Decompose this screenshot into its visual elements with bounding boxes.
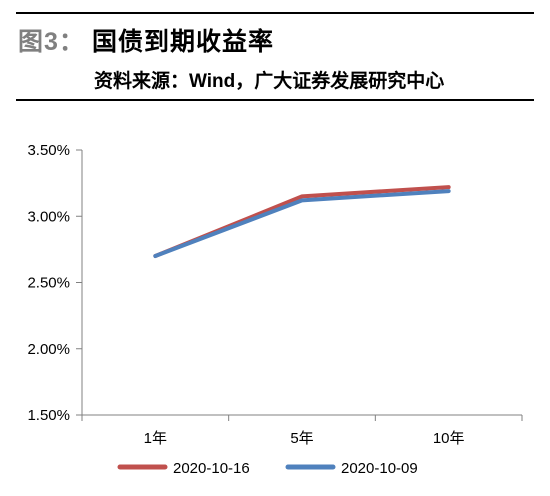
figure-title: 国债到期收益率 [92, 28, 275, 56]
y-tick-label: 1.50% [27, 407, 70, 424]
chart-legend: 2020-10-16 2020-10-09 [117, 460, 418, 477]
header-top-rule [16, 12, 534, 14]
series-line-2020-10-09 [153, 189, 451, 258]
y-tick-label: 3.00% [27, 208, 70, 225]
x-axis-ticks: 1年 5年 10年 [81, 415, 523, 447]
y-tick-label: 2.00% [27, 341, 70, 358]
legend-label: 2020-10-16 [173, 460, 250, 477]
x-tick-label: 5年 [290, 430, 313, 447]
figure-label: 图3： [18, 28, 85, 56]
y-axis-ticks: 1.50% 2.00% 2.50% 3.00% 3.50% [27, 142, 82, 424]
chart-series [153, 185, 451, 258]
series-line-2020-10-16 [153, 185, 451, 258]
x-tick-label: 1年 [144, 430, 167, 447]
legend-label: 2020-10-09 [341, 460, 418, 477]
chart-axes [81, 150, 522, 416]
header-bottom-rule [16, 99, 534, 101]
y-tick-label: 3.50% [27, 142, 70, 159]
data-source: 资料来源：Wind，广大证券发展研究中心 [94, 71, 445, 92]
x-tick-label: 10年 [433, 430, 465, 447]
y-tick-label: 2.50% [27, 275, 70, 292]
